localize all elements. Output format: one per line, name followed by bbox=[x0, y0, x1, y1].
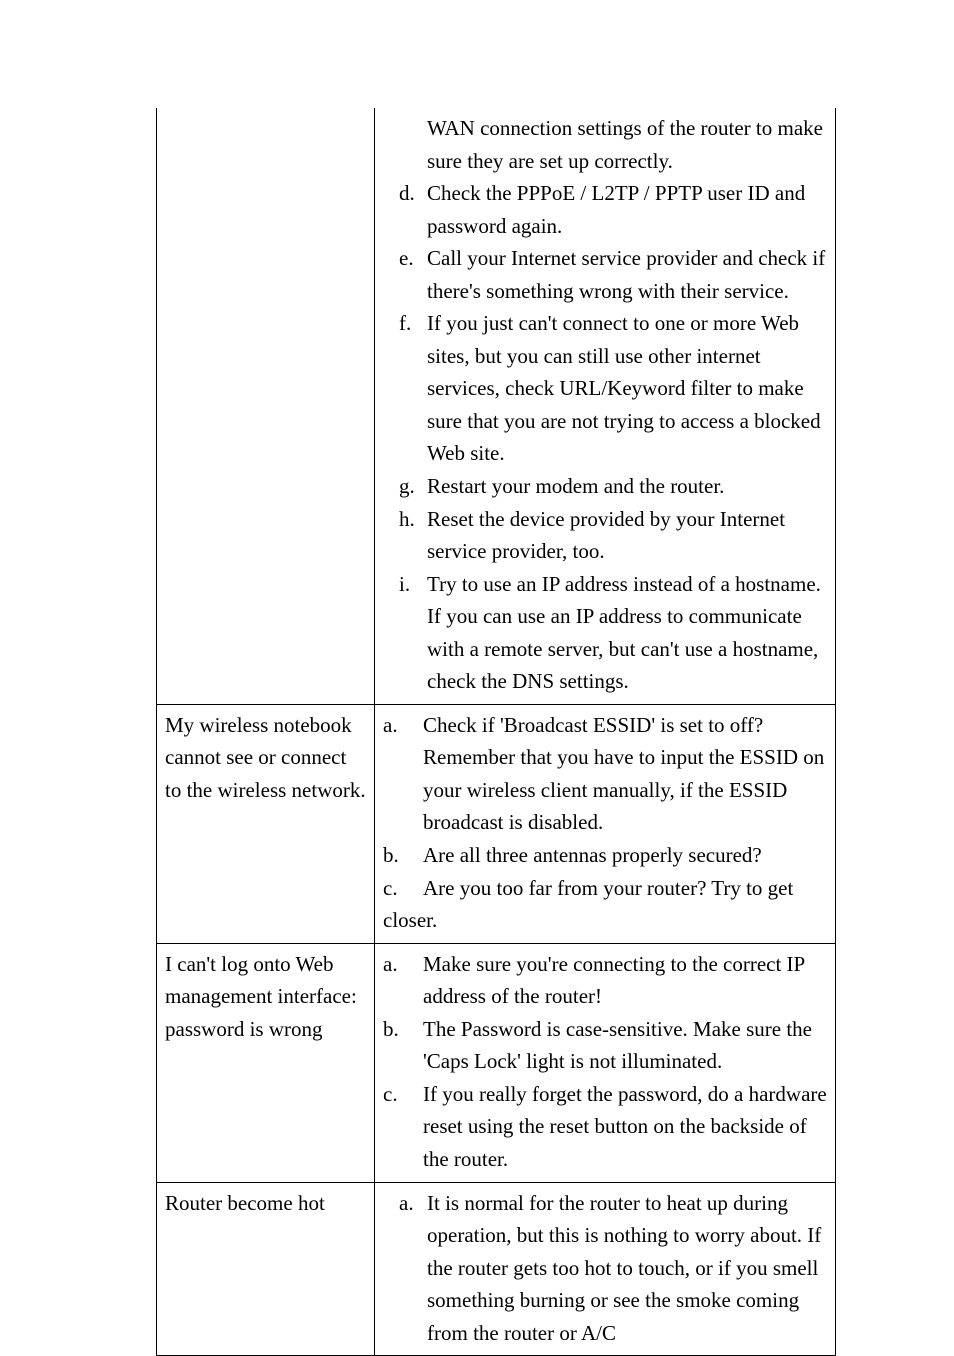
list-item: f. If you just can't connect to one or m… bbox=[383, 307, 827, 470]
list-marker: c. bbox=[383, 872, 398, 905]
list-text: Reset the device provided by your Intern… bbox=[427, 507, 785, 564]
issue-cell bbox=[157, 108, 375, 704]
list-item: c. If you really forget the password, do… bbox=[383, 1078, 827, 1176]
list-text: Check the PPPoE / L2TP / PPTP user ID an… bbox=[427, 181, 805, 238]
list-text: If you just can't connect to one or more… bbox=[427, 311, 821, 465]
list-item: b. The Password is case-sensitive. Make … bbox=[383, 1013, 827, 1078]
list-marker: i. bbox=[399, 568, 410, 601]
list-marker: c. bbox=[383, 1078, 398, 1111]
list-item: d. Check the PPPoE / L2TP / PPTP user ID… bbox=[383, 177, 827, 242]
list-text: WAN connection settings of the router to… bbox=[427, 116, 823, 173]
issue-cell: My wireless notebook cannot see or conne… bbox=[157, 704, 375, 943]
list-item: a. Make sure you're connecting to the co… bbox=[383, 948, 827, 1013]
solution-list: a. It is normal for the router to heat u… bbox=[383, 1187, 827, 1350]
list-item: a. It is normal for the router to heat u… bbox=[383, 1187, 827, 1350]
table-row: WAN connection settings of the router to… bbox=[157, 108, 836, 704]
solution-cell: a. Check if 'Broadcast ESSID' is set to … bbox=[375, 704, 836, 943]
table-row: I can't log onto Web management interfac… bbox=[157, 943, 836, 1182]
list-item: i. Try to use an IP address instead of a… bbox=[383, 568, 827, 698]
list-marker: e. bbox=[399, 242, 414, 275]
issue-text: I can't log onto Web management interfac… bbox=[165, 948, 366, 1046]
solution-list: a. Check if 'Broadcast ESSID' is set to … bbox=[383, 709, 827, 937]
list-text: Restart your modem and the router. bbox=[427, 474, 724, 498]
list-marker: g. bbox=[399, 470, 415, 503]
issue-cell: Router become hot bbox=[157, 1182, 375, 1356]
list-marker: d. bbox=[399, 177, 415, 210]
solution-list: WAN connection settings of the router to… bbox=[383, 112, 827, 698]
table-row: Router become hot a. It is normal for th… bbox=[157, 1182, 836, 1356]
list-text: The Password is case-sensitive. Make sur… bbox=[423, 1017, 812, 1074]
list-text: Are you too far from your router? Try to… bbox=[423, 876, 793, 900]
troubleshooting-table: WAN connection settings of the router to… bbox=[156, 108, 836, 1356]
list-marker: a. bbox=[383, 709, 398, 742]
solution-cell: WAN connection settings of the router to… bbox=[375, 108, 836, 704]
list-text: closer. bbox=[383, 908, 437, 932]
list-marker: b. bbox=[383, 1013, 399, 1046]
table-row: My wireless notebook cannot see or conne… bbox=[157, 704, 836, 943]
issue-text: My wireless notebook cannot see or conne… bbox=[165, 709, 366, 807]
list-text: Are all three antennas properly secured? bbox=[423, 843, 762, 867]
list-item: e. Call your Internet service provider a… bbox=[383, 242, 827, 307]
solution-cell: a. Make sure you're connecting to the co… bbox=[375, 943, 836, 1182]
list-marker: h. bbox=[399, 503, 415, 536]
issue-text: Router become hot bbox=[165, 1187, 366, 1220]
list-text: Try to use an IP address instead of a ho… bbox=[427, 572, 821, 694]
solution-list: a. Make sure you're connecting to the co… bbox=[383, 948, 827, 1176]
list-item: a. Check if 'Broadcast ESSID' is set to … bbox=[383, 709, 827, 839]
issue-cell: I can't log onto Web management interfac… bbox=[157, 943, 375, 1182]
list-item: b. Are all three antennas properly secur… bbox=[383, 839, 827, 872]
list-text: Call your Internet service provider and … bbox=[427, 246, 825, 303]
list-text: Check if 'Broadcast ESSID' is set to off… bbox=[423, 713, 824, 835]
list-item: WAN connection settings of the router to… bbox=[383, 112, 827, 177]
solution-cell: a. It is normal for the router to heat u… bbox=[375, 1182, 836, 1356]
list-item: c. Are you too far from your router? Try… bbox=[383, 872, 827, 905]
list-marker: a. bbox=[383, 948, 398, 981]
list-item: h. Reset the device provided by your Int… bbox=[383, 503, 827, 568]
list-marker: f. bbox=[399, 307, 411, 340]
list-marker: b. bbox=[383, 839, 399, 872]
list-item: g. Restart your modem and the router. bbox=[383, 470, 827, 503]
list-text: If you really forget the password, do a … bbox=[423, 1082, 827, 1171]
list-item: closer. bbox=[383, 904, 827, 937]
document-page: WAN connection settings of the router to… bbox=[0, 0, 954, 1350]
list-text: Make sure you're connecting to the corre… bbox=[423, 952, 804, 1009]
list-marker: a. bbox=[399, 1187, 414, 1220]
list-text: It is normal for the router to heat up d… bbox=[427, 1191, 821, 1345]
